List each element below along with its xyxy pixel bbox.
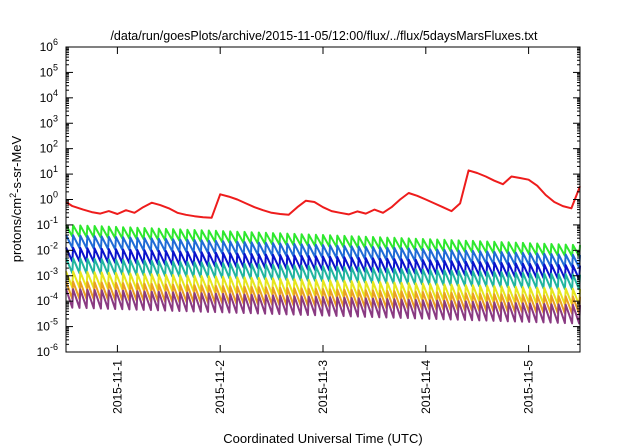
y-tick-label-exp: -2 <box>50 240 58 250</box>
series-line <box>65 246 581 281</box>
y-tick-label-exp: 3 <box>53 113 58 123</box>
y-tick-label-exp: -5 <box>50 317 58 327</box>
y-tick-label-base: 10 <box>37 243 51 257</box>
y-tick-label: 10-1 <box>37 215 58 232</box>
series-line <box>65 257 581 291</box>
series-layer <box>65 169 581 325</box>
y-tick-label-base: 10 <box>40 116 54 130</box>
y-tick-label: 10-6 <box>37 342 58 359</box>
y-tick-label-base: 10 <box>40 167 54 181</box>
y-tick-label-exp: 1 <box>53 164 58 174</box>
x-tick-label: 2015-11-5 <box>522 360 536 414</box>
chart-title: /data/run/goesPlots/archive/2015-11-05/1… <box>110 29 538 43</box>
series-line <box>65 288 581 325</box>
y-tick-label-base: 10 <box>40 142 54 156</box>
y-tick-label-base: 10 <box>37 294 51 308</box>
y-tick-label: 10-4 <box>37 291 58 308</box>
y-tick-label-exp: -3 <box>50 266 58 276</box>
y-axis: 10610510410310210110010-110-210-310-410-… <box>37 37 580 359</box>
y-axis-label-post: -s-sr-MeV <box>9 135 24 192</box>
y-tick-label: 10-5 <box>37 317 58 334</box>
y-tick-label-base: 10 <box>40 65 54 79</box>
y-tick-label-base: 10 <box>37 320 51 334</box>
x-tick-label: 2015-11-4 <box>419 360 433 414</box>
series-line <box>65 234 581 269</box>
y-tick-label: 102 <box>40 139 58 156</box>
y-tick-label-exp: -4 <box>50 291 58 301</box>
y-tick-label-exp: -1 <box>50 215 58 225</box>
y-tick-label-exp: 4 <box>53 88 58 98</box>
y-tick-label: 103 <box>40 113 58 130</box>
x-axis-label: Coordinated Universal Time (UTC) <box>223 431 422 446</box>
y-axis-label-sup: 2 <box>8 193 18 198</box>
y-tick-label-exp: -6 <box>50 342 58 352</box>
y-tick-label: 100 <box>40 190 58 207</box>
y-tick-label: 105 <box>40 62 58 79</box>
y-tick-label-exp: 2 <box>53 139 58 149</box>
y-tick-label: 10-2 <box>37 240 58 257</box>
y-tick-label: 106 <box>40 37 58 54</box>
y-tick-label-base: 10 <box>40 91 54 105</box>
series-line <box>65 270 581 306</box>
x-tick-label: 2015-11-3 <box>316 360 330 414</box>
y-tick-label-base: 10 <box>37 345 51 359</box>
y-tick-label: 104 <box>40 88 58 105</box>
x-tick-label: 2015-11-2 <box>213 360 227 414</box>
y-tick-label-base: 10 <box>37 218 51 232</box>
y-tick-label-exp: 0 <box>53 190 58 200</box>
y-tick-label-base: 10 <box>40 193 54 207</box>
x-axis: 2015-11-1 2015-11-2 2015-11-3 2015-11-4 2015… <box>110 47 536 414</box>
y-tick-label-exp: 6 <box>53 37 58 47</box>
series-line <box>65 169 581 219</box>
y-axis-label-pre: protons/cm <box>9 198 24 262</box>
y-tick-label-exp: 5 <box>53 62 58 72</box>
y-tick-label-base: 10 <box>40 40 54 54</box>
series-line <box>65 280 581 315</box>
x-tick-label: 2015-11-1 <box>110 360 124 414</box>
series-line <box>65 224 581 258</box>
y-axis-label: protons/cm2-s-sr-MeV <box>8 135 24 262</box>
y-tick-label-base: 10 <box>37 269 51 283</box>
y-tick-label: 101 <box>40 164 58 181</box>
y-tick-label: 10-3 <box>37 266 58 283</box>
